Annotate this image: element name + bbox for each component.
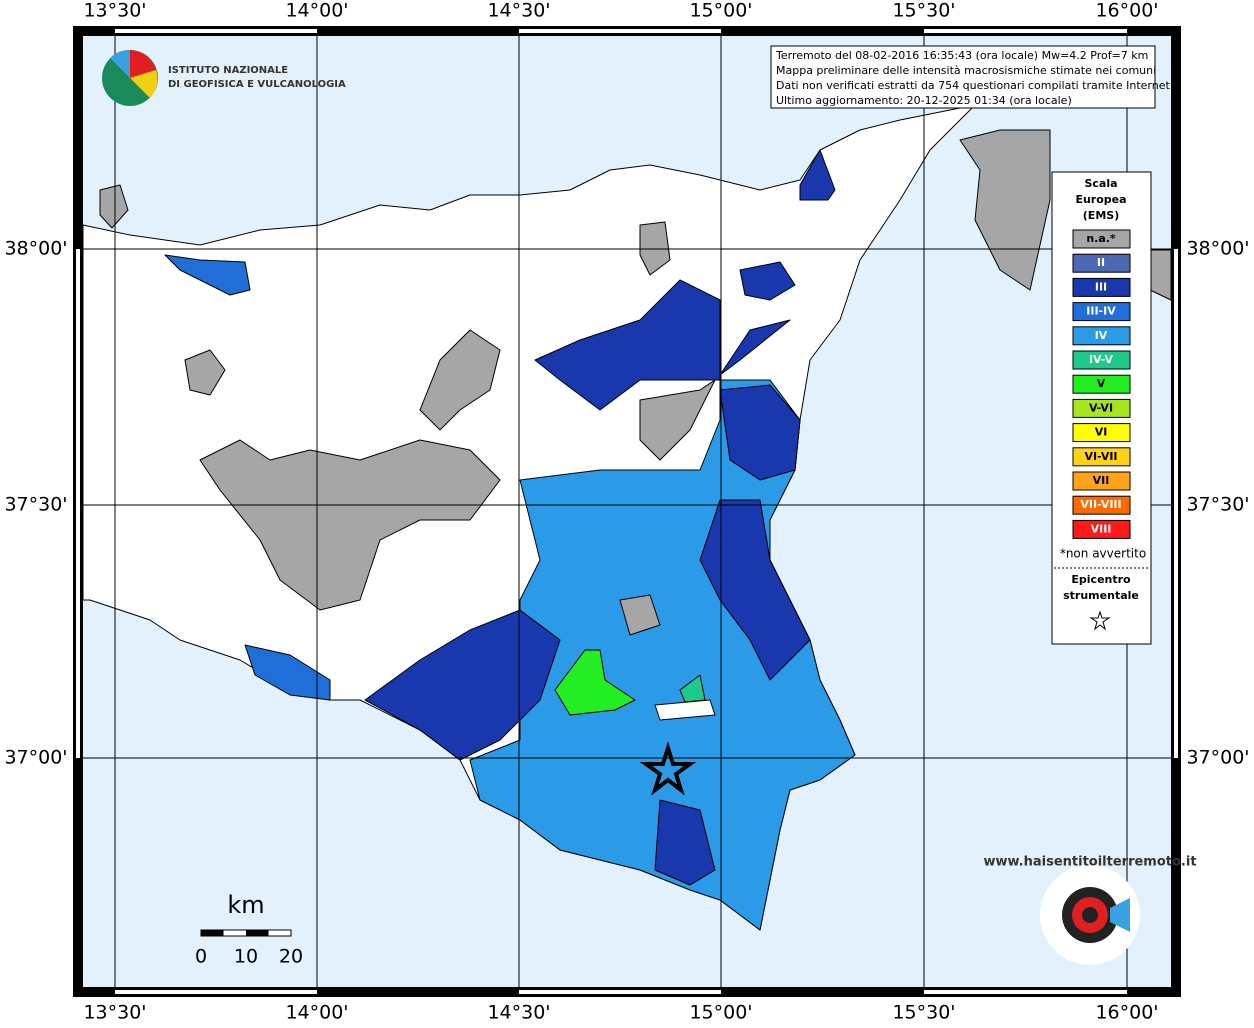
longitude-label: 16°00'	[1095, 1002, 1158, 1024]
longitude-label: 14°30'	[487, 1002, 550, 1024]
longitude-label: 16°00'	[1095, 0, 1158, 22]
legend-label: V	[1097, 377, 1106, 390]
frame-segment	[76, 505, 80, 758]
legend-label: VIII	[1091, 522, 1112, 535]
latitude-label: 37°00'	[1186, 747, 1249, 769]
legend-label: V-VI	[1089, 401, 1113, 414]
legend-title: Europea	[1075, 193, 1126, 206]
land	[82, 104, 1172, 931]
scale-segment	[246, 930, 269, 936]
axis-labels: 13°30' 13°30' 14°00' 14°00' 14°30' 14°30' 15°0…	[4, 0, 1249, 1024]
epicenter-star	[639, 741, 697, 796]
logo-segment	[130, 50, 156, 78]
watermark-speaker	[1110, 898, 1130, 932]
longitude-label: 13°30'	[83, 1002, 146, 1024]
latitude-label: 37°30'	[4, 494, 67, 516]
longitude-label: 15°30'	[892, 0, 955, 22]
longitude-label: 14°30'	[487, 0, 550, 22]
legend-label: VII	[1093, 474, 1110, 487]
legend-title: Scala	[1084, 177, 1117, 190]
legend-epicenter: Epicentro	[1071, 573, 1131, 586]
longitude-label: 13°30'	[83, 0, 146, 22]
frame-segment	[924, 29, 1127, 33]
info-box	[770, 45, 1156, 109]
legend-label: VI-VII	[1084, 450, 1117, 463]
watermark-ring	[1082, 907, 1098, 923]
latitude-label: 38°00'	[1186, 238, 1249, 260]
frame-segment	[519, 990, 721, 994]
scale-bar: km 0 10 20	[195, 891, 303, 968]
legend-swatch	[1072, 519, 1131, 539]
legend-swatch	[1072, 302, 1131, 322]
legend-label: VII-VIII	[1080, 498, 1121, 511]
legend-note: *non avvertito	[1060, 547, 1146, 561]
legend-label: III-IV	[1086, 305, 1116, 318]
legend-star	[1089, 610, 1111, 631]
legend-swatch	[1072, 229, 1131, 249]
legend-swatch	[1072, 495, 1131, 515]
longitude-label: 15°00'	[689, 1002, 752, 1024]
logo-text: ISTITUTO NAZIONALE	[168, 65, 288, 76]
frame-segment	[1174, 249, 1178, 505]
legend-label: II	[1097, 256, 1105, 269]
scale-tick: 10	[234, 946, 258, 968]
frame-segment	[76, 249, 80, 505]
legend-label: n.a.*	[1086, 232, 1116, 245]
frame-segment	[924, 990, 1127, 994]
frame-segment	[115, 990, 317, 994]
latitude-label: 37°00'	[4, 747, 67, 769]
watermark-text: www.haisentitoilterremoto.it	[983, 855, 1196, 870]
legend-swatch	[1072, 423, 1131, 443]
longitude-label: 14°00'	[285, 0, 348, 22]
logo-segment	[130, 70, 158, 98]
longitude-label: 15°30'	[892, 1002, 955, 1024]
logo-segment	[110, 49, 130, 78]
info-lines: Terremoto del 08-02-2016 16:35:43 (ora l…	[775, 49, 1173, 107]
legend-swatch	[1072, 471, 1131, 491]
longitude-label: 15°00'	[689, 0, 752, 22]
legend-label: IV	[1095, 329, 1108, 342]
legend-epicenter: strumentale	[1063, 589, 1139, 602]
legend-swatch	[1072, 253, 1131, 273]
legend-swatch	[1072, 326, 1131, 346]
longitude-label: 14°00'	[285, 1002, 348, 1024]
legend-swatch	[1072, 447, 1131, 467]
legend-label: III	[1095, 280, 1107, 293]
frame-segment	[519, 29, 721, 33]
legend-swatch	[1072, 350, 1131, 370]
logo-text: DI GEOFISICA E VULCANOLOGIA	[168, 79, 346, 90]
legend-label: IV-V	[1089, 353, 1114, 366]
info-line: Mappa preliminare delle intensità macros…	[776, 64, 1156, 77]
frame-segment	[115, 29, 317, 33]
latitude-label: 37°30'	[1186, 494, 1249, 516]
legend-swatch	[1072, 277, 1131, 297]
ingv-logo: ISTITUTO NAZIONALE DI GEOFISICA E VULCAN…	[102, 49, 346, 106]
info-line: Terremoto del 08-02-2016 16:35:43 (ora l…	[775, 49, 1148, 62]
watermark-logo: www.haisentitoilterremoto.it	[983, 855, 1197, 965]
legend-label: VI	[1095, 426, 1108, 439]
legend-swatch	[1072, 374, 1131, 394]
latitude-label: 38°00'	[4, 238, 67, 260]
legend: ScalaEuropea(EMS)n.a.*IIIIIIII-IVIVIV-VV…	[1054, 177, 1149, 631]
scale-unit: km	[227, 891, 264, 919]
scale-tick: 0	[195, 946, 207, 968]
scale-tick: 20	[279, 946, 303, 968]
legend-swatch	[1072, 398, 1131, 418]
info-line: Ultimo aggiornamento: 20-12-2025 01:34 (…	[776, 94, 1072, 107]
scale-segment	[201, 930, 224, 936]
frame-segment	[1174, 505, 1178, 758]
legend-title: (EMS)	[1083, 209, 1119, 222]
info-line: Dati non verificati estratti da 754 ques…	[776, 79, 1173, 92]
